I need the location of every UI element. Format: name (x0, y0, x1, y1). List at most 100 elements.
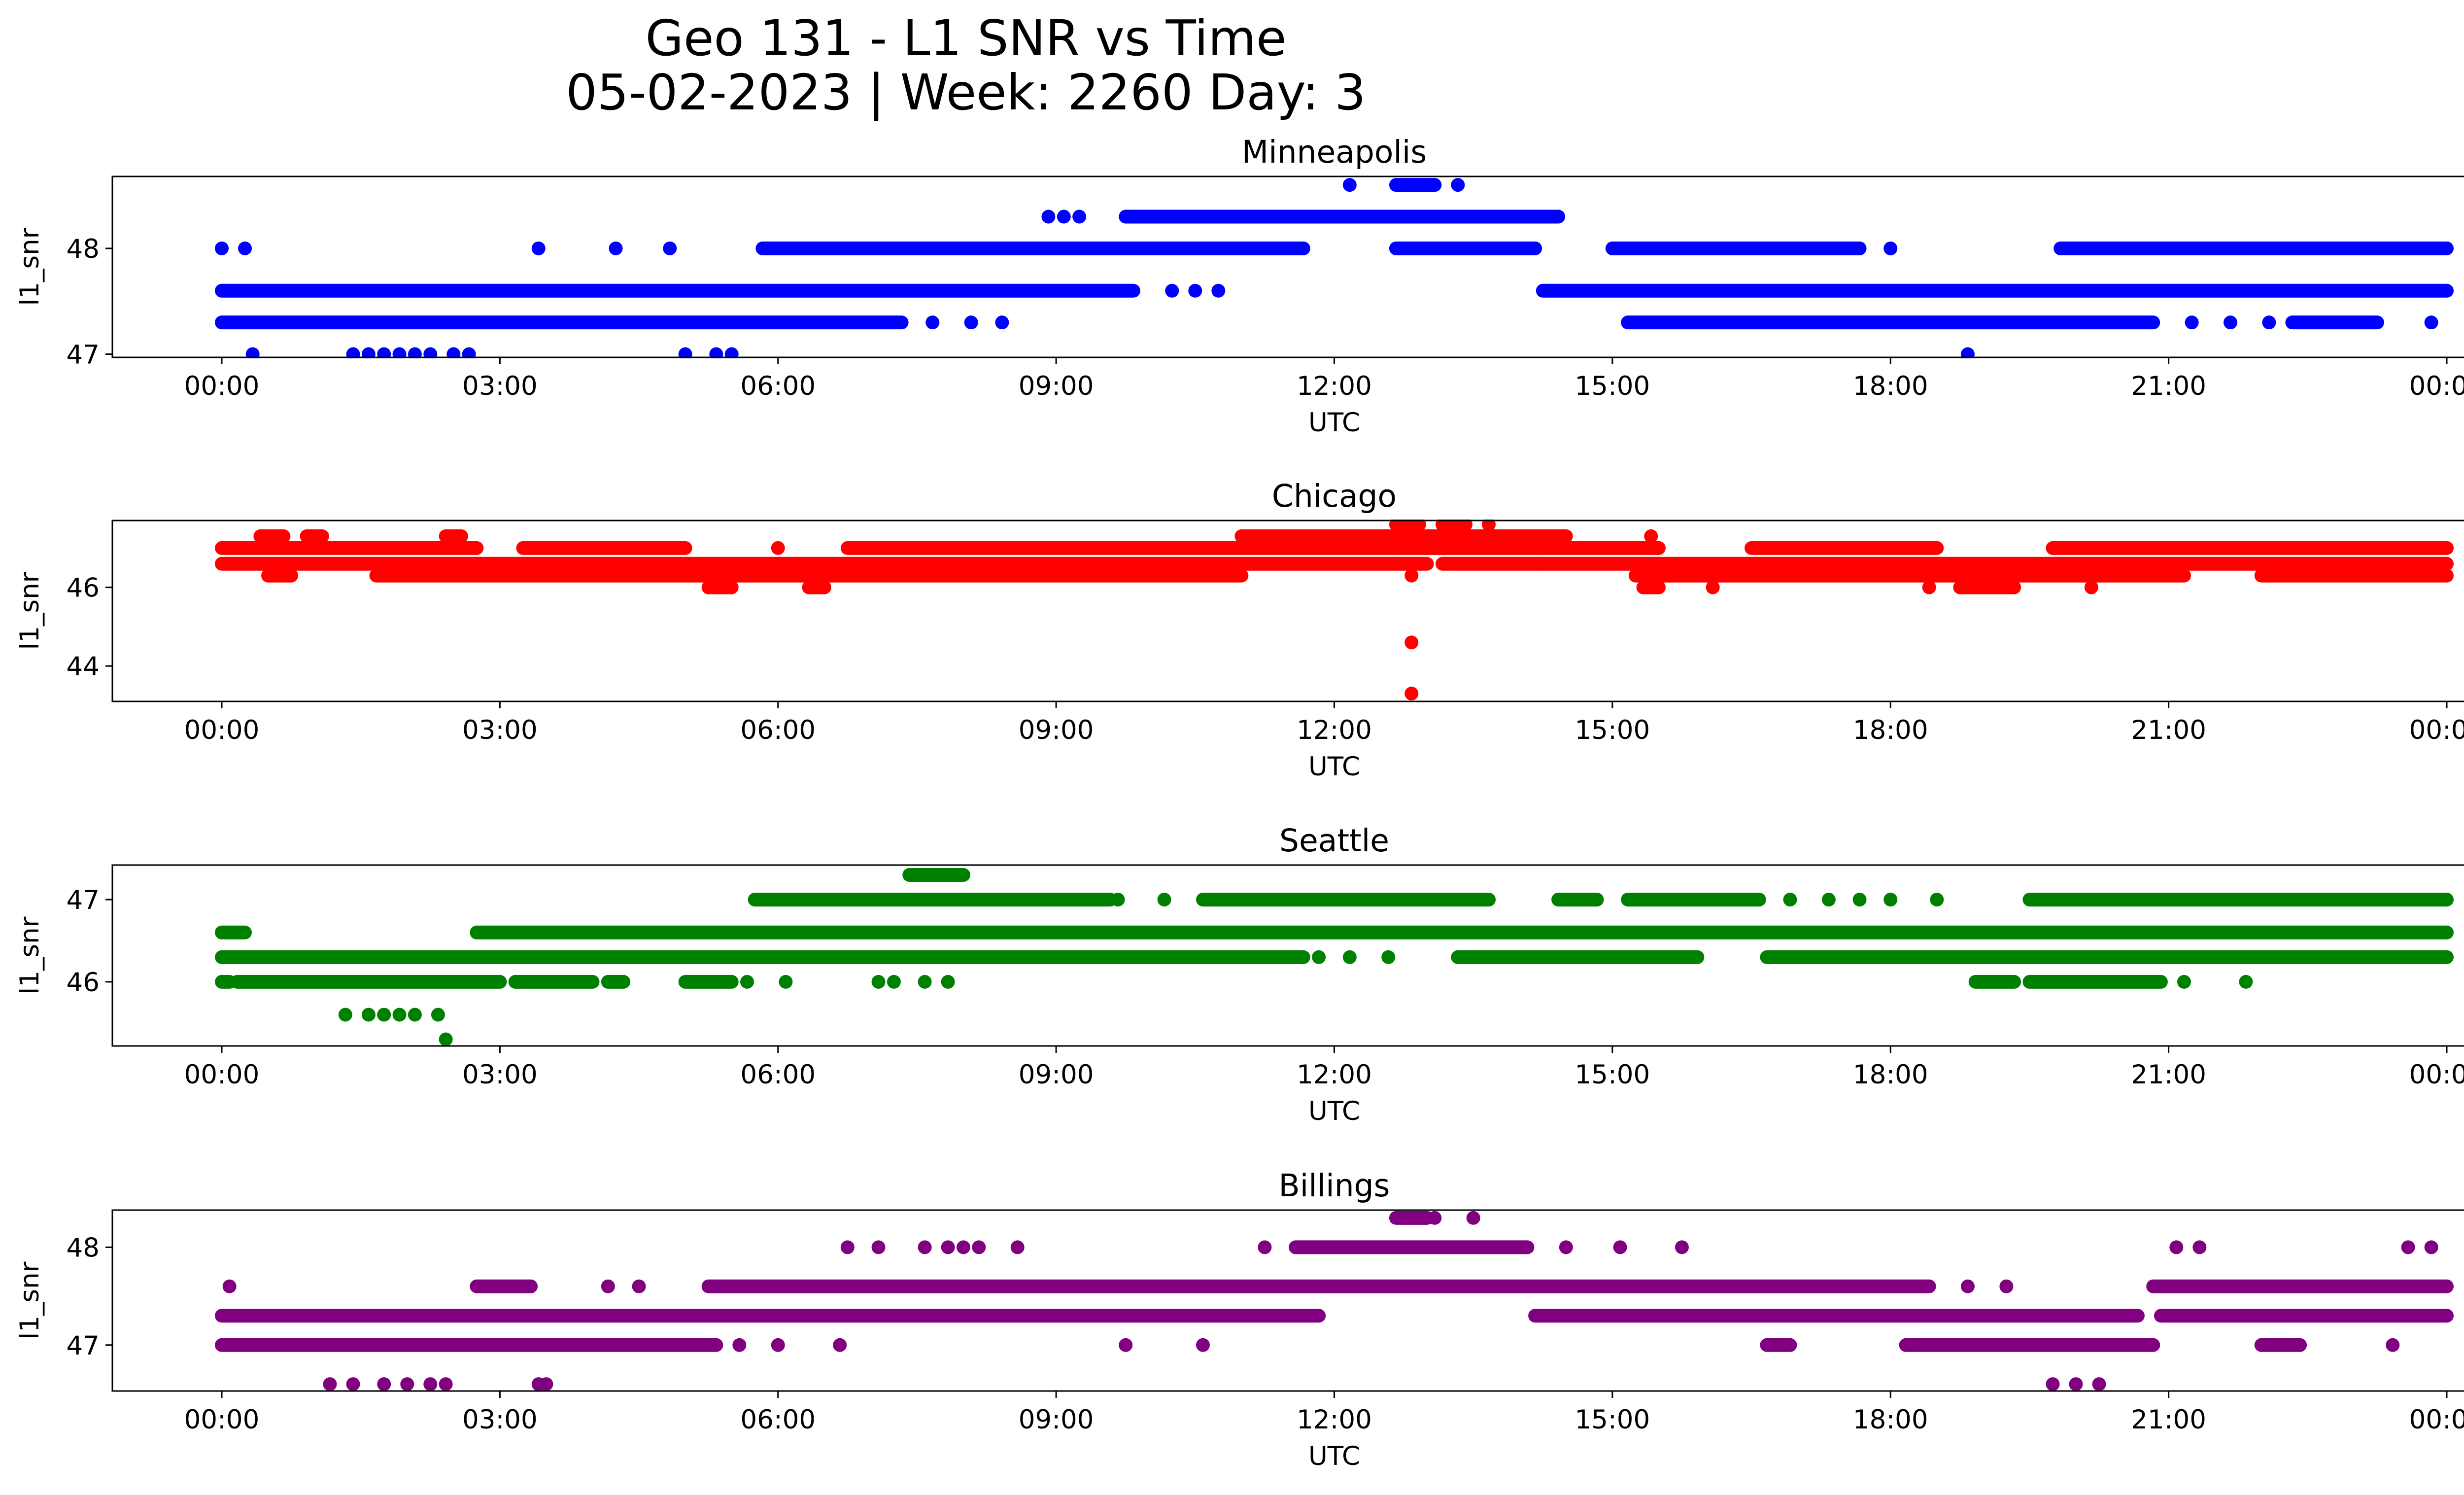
data-point (1821, 893, 1836, 907)
data-point (918, 1240, 932, 1254)
data-point (423, 347, 438, 358)
x-tick-label: 00:00 (184, 1060, 260, 1090)
data-point (995, 315, 1009, 330)
data-point (1883, 241, 1898, 255)
data-point (1381, 950, 1396, 964)
data-point (1404, 635, 1419, 650)
data-point (2239, 974, 2253, 989)
data-point (431, 1008, 445, 1022)
chart-panel-seattle: 00:00 03:00 06:00 09:00 12:00 15:00 18:00 21:00… (15, 823, 2464, 1126)
data-point (1404, 568, 1419, 583)
x-axis-label: UTC (1308, 1441, 1360, 1471)
x-tick-label: 00:00 (184, 715, 260, 745)
y-tick-label: 47 (67, 885, 100, 915)
data-point (531, 241, 546, 255)
data-point (1010, 1240, 1025, 1254)
data-point (1258, 1240, 1272, 1254)
x-tick-label: 18:00 (1853, 715, 1928, 745)
x-tick-label: 06:00 (740, 715, 816, 745)
data-point (1451, 178, 1465, 192)
data-point (2401, 1240, 2415, 1254)
chart-panel-minneapolis: 00:00 03:00 06:00 09:00 12:00 15:00 18:00 21:00… (15, 134, 2464, 438)
data-point (361, 1008, 376, 1022)
x-tick-label: 03:00 (462, 371, 538, 401)
data-point (539, 1377, 553, 1391)
y-tick-label: 46 (67, 573, 100, 603)
data-point (1466, 1211, 1480, 1225)
data-point (941, 974, 955, 989)
data-point (1999, 1279, 2014, 1293)
x-tick-label: 00:00 (2409, 715, 2464, 745)
data-point (1559, 1240, 1573, 1254)
data-point (2293, 241, 2307, 255)
x-tick-label: 12:00 (1297, 715, 1372, 745)
data-point (377, 347, 391, 358)
x-tick-label: 09:00 (1019, 1060, 1094, 1090)
data-point (2185, 315, 2199, 330)
panel-title: Seattle (1279, 823, 1389, 859)
data-layer (215, 520, 2454, 701)
panel-title: Chicago (1272, 478, 1397, 514)
data-point (439, 1377, 453, 1391)
data-point (941, 1240, 955, 1254)
x-tick-label: 15:00 (1575, 1060, 1650, 1090)
y-tick-label: 46 (67, 968, 100, 998)
data-point (377, 1008, 391, 1022)
x-tick-label: 03:00 (462, 1060, 538, 1090)
data-point (408, 1008, 422, 1022)
x-tick-label: 12:00 (1297, 1060, 1372, 1090)
data-point (732, 1338, 747, 1352)
data-layer (215, 868, 2454, 1046)
data-point (361, 347, 376, 358)
data-point (346, 1377, 360, 1391)
chart-panel-chicago: 00:00 03:00 06:00 09:00 12:00 15:00 18:00 21:00… (15, 478, 2464, 782)
data-point (609, 241, 623, 255)
data-point (1883, 893, 1898, 907)
data-point (2092, 1377, 2106, 1391)
data-point (1342, 178, 1357, 192)
figure-title-line1: Geo 131 - L1 SNR vs Time (646, 9, 1287, 67)
y-tick-label: 44 (67, 652, 100, 682)
x-tick-label: 06:00 (740, 1405, 816, 1435)
data-point (871, 1240, 886, 1254)
data-layer (215, 178, 2454, 358)
x-tick-label: 21:00 (2131, 1405, 2206, 1435)
data-point (840, 1240, 855, 1254)
data-point (1119, 1338, 1133, 1352)
data-point (1930, 893, 1944, 907)
data-point (1211, 283, 1226, 298)
data-point (709, 347, 723, 358)
data-point (1961, 1279, 1975, 1293)
data-point (678, 347, 692, 358)
chart-panel-billings: 00:00 03:00 06:00 09:00 12:00 15:00 18:00 21:00… (15, 1168, 2464, 1471)
data-point (632, 1279, 646, 1293)
data-point (1165, 283, 1179, 298)
data-point (2216, 893, 2230, 907)
y-axis-label: l1_snr (15, 228, 45, 306)
x-tick-label: 00:00 (2409, 1405, 2464, 1435)
x-tick-label: 12:00 (1297, 1405, 1372, 1435)
data-point (724, 347, 739, 358)
data-point (446, 347, 461, 358)
data-point (1057, 209, 1071, 224)
data-point (238, 241, 252, 255)
data-point (2177, 974, 2191, 989)
data-point (964, 315, 978, 330)
data-point (833, 1338, 847, 1352)
y-tick-label: 48 (67, 234, 100, 264)
data-point (1482, 520, 1496, 531)
data-point (1072, 209, 1087, 224)
data-point (408, 347, 422, 358)
x-tick-label: 21:00 (2131, 1060, 2206, 1090)
x-tick-label: 21:00 (2131, 715, 2206, 745)
x-tick-label: 15:00 (1575, 371, 1650, 401)
x-tick-label: 03:00 (462, 1405, 538, 1435)
panel-title: Minneapolis (1242, 134, 1427, 170)
data-point (1196, 1338, 1210, 1352)
data-point (392, 347, 407, 358)
x-tick-label: 00:00 (2409, 371, 2464, 401)
data-point (222, 1279, 237, 1293)
x-tick-label: 18:00 (1853, 371, 1928, 401)
data-point (871, 974, 886, 989)
